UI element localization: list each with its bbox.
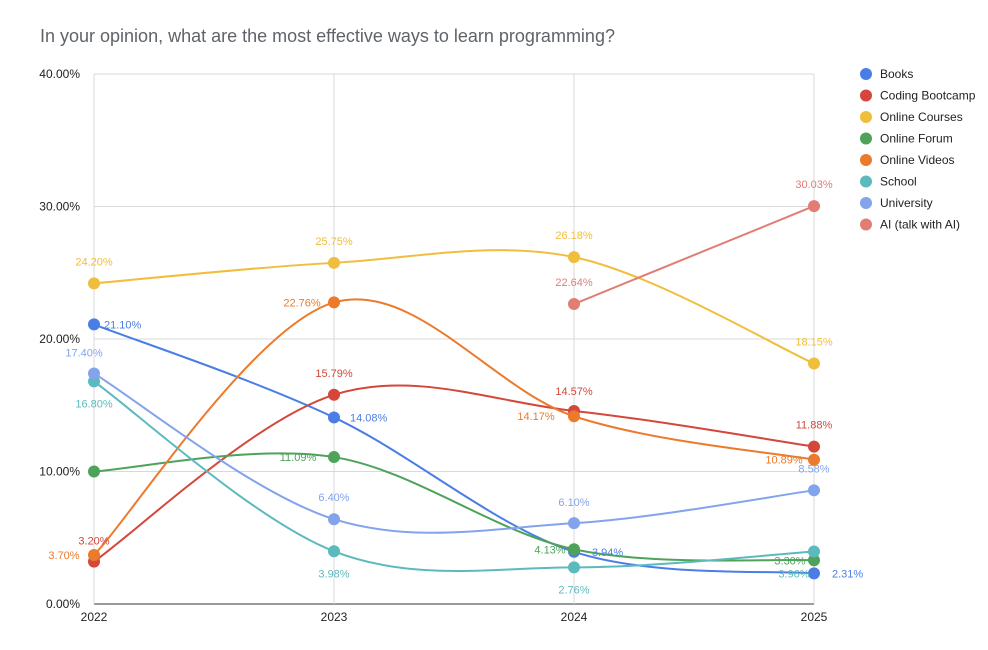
data-point[interactable]	[568, 251, 580, 264]
data-label: 18.15%	[795, 337, 833, 349]
data-label: 30.03%	[795, 179, 833, 191]
data-label: 25.75%	[315, 236, 353, 248]
data-point[interactable]	[328, 388, 340, 401]
data-label: 3.70%	[48, 550, 79, 562]
legend-label: Coding Bootcamp	[880, 89, 976, 103]
data-label: 14.57%	[555, 386, 593, 398]
data-label: 15.79%	[315, 368, 353, 380]
legend-marker	[860, 218, 872, 231]
series-line	[93, 372, 815, 534]
data-label: 17.40%	[65, 347, 103, 359]
data-point[interactable]	[568, 298, 580, 311]
data-point[interactable]	[568, 517, 580, 530]
data-point[interactable]	[568, 543, 580, 556]
series-points	[88, 200, 820, 580]
legend-marker	[860, 154, 872, 166]
data-point[interactable]	[808, 453, 820, 466]
series-line	[93, 323, 815, 575]
data-label: 21.10%	[104, 319, 142, 331]
data-label: 22.76%	[283, 297, 321, 309]
legend-marker	[860, 68, 872, 80]
legend-label: Online Forum	[880, 132, 953, 146]
data-point[interactable]	[808, 357, 820, 370]
legend-label: University	[880, 196, 933, 210]
data-point[interactable]	[328, 545, 340, 558]
data-label: 16.80%	[75, 398, 113, 410]
data-label: 3.94%	[592, 547, 623, 559]
x-tick-label: 2023	[321, 610, 348, 624]
legend-label: Online Videos	[880, 153, 955, 167]
data-label: 4.13%	[534, 544, 565, 556]
data-point[interactable]	[328, 256, 340, 269]
y-tick-label: 30.00%	[39, 200, 80, 214]
legend-label: Books	[880, 67, 913, 81]
x-tick-label: 2025	[801, 610, 828, 624]
legend: Books Coding Bootcamp Online Courses Online…	[860, 67, 976, 232]
data-point[interactable]	[88, 277, 100, 290]
data-label: 3.20%	[78, 536, 109, 548]
data-label: 8.58%	[798, 463, 829, 475]
data-label: 6.40%	[318, 492, 349, 504]
series-line	[93, 249, 815, 365]
series-line	[93, 380, 815, 572]
data-point[interactable]	[568, 410, 580, 423]
series-lines	[93, 205, 815, 575]
data-label: 10.89%	[765, 455, 803, 467]
data-label: 24.20%	[75, 256, 113, 268]
y-tick-label: 40.00%	[39, 67, 80, 81]
data-point[interactable]	[808, 484, 820, 497]
legend-label: Online Courses	[880, 110, 963, 124]
series-line	[93, 298, 815, 556]
data-label: 11.88%	[796, 420, 833, 432]
x-tick-label: 2024	[561, 610, 588, 624]
data-point[interactable]	[88, 367, 100, 380]
data-point[interactable]	[328, 451, 340, 464]
data-point[interactable]	[808, 200, 820, 213]
data-point[interactable]	[808, 440, 820, 453]
data-point[interactable]	[88, 318, 100, 331]
data-label: 3.96%	[778, 569, 809, 581]
data-label: 14.08%	[350, 412, 388, 424]
chart-title: In your opinion, what are the most effec…	[40, 26, 615, 46]
data-point[interactable]	[808, 554, 820, 567]
legend-marker	[860, 175, 872, 188]
data-point[interactable]	[328, 513, 340, 526]
data-label: 2.76%	[558, 584, 589, 596]
legend-marker	[860, 89, 872, 102]
legend-marker	[860, 132, 872, 145]
data-point[interactable]	[88, 548, 100, 561]
legend-marker	[860, 197, 872, 209]
y-tick-label: 10.00%	[39, 465, 80, 479]
data-label: 3.98%	[318, 568, 349, 580]
legend-label: School	[880, 175, 917, 189]
data-label: 26.18%	[555, 230, 593, 242]
data-label: 11.09%	[280, 452, 317, 464]
legend-label: AI (talk with AI)	[880, 218, 960, 232]
y-tick-label: 0.00%	[46, 597, 80, 611]
data-point[interactable]	[808, 567, 820, 580]
data-label: 3.30%	[774, 555, 805, 567]
series-line	[93, 384, 815, 563]
data-point[interactable]	[328, 411, 340, 424]
data-label: 14.17%	[517, 411, 555, 423]
x-tick-label: 2022	[81, 610, 108, 624]
data-point[interactable]	[568, 561, 580, 574]
data-label: 2.31%	[832, 568, 863, 580]
series-line	[573, 205, 815, 305]
data-labels: 21.10% 14.08% 3.94% 2.31% 3.20% 15.79% 14.57% 1…	[48, 179, 863, 596]
legend-marker	[860, 111, 872, 123]
y-tick-label: 20.00%	[39, 332, 80, 346]
data-point[interactable]	[808, 545, 820, 558]
data-point[interactable]	[328, 296, 340, 309]
data-label: 22.64%	[555, 277, 593, 289]
data-label: 6.10%	[558, 497, 589, 509]
grid-layer: 0.00% 10.00% 20.00% 30.00% 40.00% 2022 2023 202…	[39, 67, 827, 624]
data-point[interactable]	[88, 465, 100, 478]
